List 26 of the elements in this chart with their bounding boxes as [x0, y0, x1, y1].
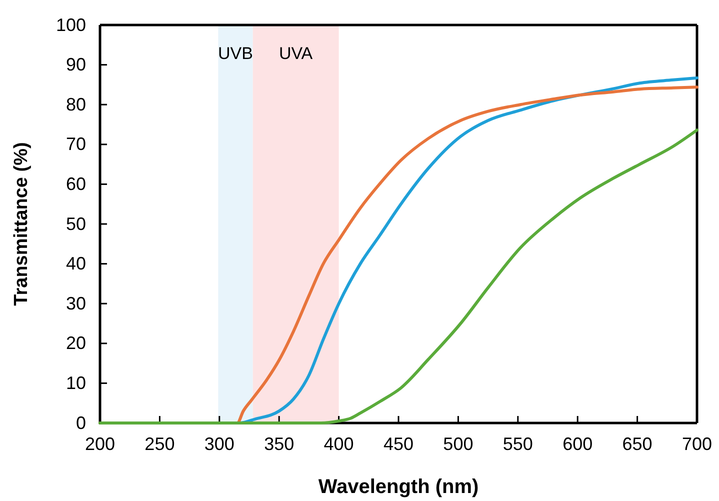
- y-tick-label: 90: [66, 54, 86, 75]
- y-tick-label: 40: [66, 254, 86, 274]
- y-tick-label: 30: [66, 293, 86, 314]
- y-tick-label: 10: [66, 372, 86, 393]
- x-tick-label: 300: [204, 434, 234, 454]
- x-tick-label: 400: [324, 434, 354, 454]
- x-tick-label: 200: [84, 434, 116, 454]
- band-label: UVA: [278, 44, 314, 63]
- x-axis-title: Wavelength (nm): [318, 476, 479, 498]
- y-tick-label: 70: [66, 134, 86, 154]
- x-tick-label: 450: [383, 434, 414, 454]
- y-tick-label: 100: [56, 14, 86, 35]
- x-tick-label: 600: [562, 434, 593, 454]
- y-axis-title: Transmittance (%): [11, 142, 32, 306]
- x-tick-label: 550: [502, 434, 533, 454]
- y-tick-label: 50: [66, 214, 86, 234]
- y-tick-label: 60: [66, 174, 86, 194]
- y-tick-label: 80: [66, 94, 86, 114]
- y-tick-label: 0: [76, 412, 86, 433]
- band-label: UVB: [218, 44, 254, 63]
- x-tick-label: 650: [622, 434, 652, 454]
- y-tick-label: 20: [66, 333, 86, 354]
- x-tick-label: 250: [144, 434, 175, 454]
- x-tick-label: 500: [443, 434, 474, 454]
- x-tick-label: 350: [264, 434, 294, 454]
- x-tick-label: 700: [682, 434, 712, 454]
